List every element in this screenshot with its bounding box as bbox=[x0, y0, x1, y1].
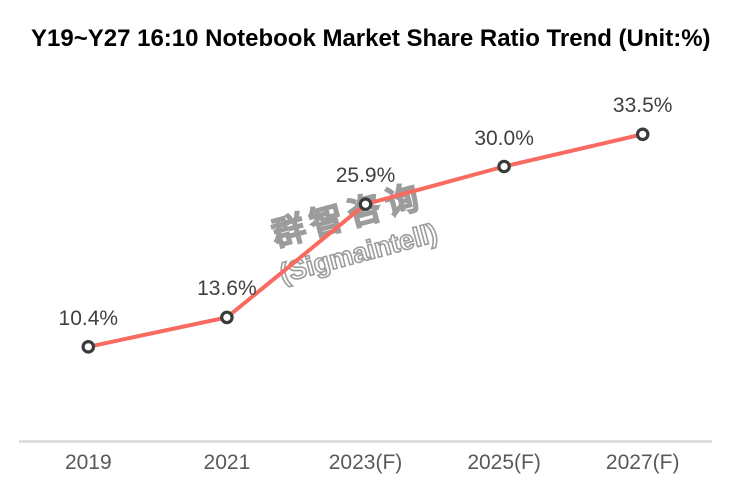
x-tick-label: 2019 bbox=[64, 451, 112, 474]
x-tick-label: 2025(F) bbox=[467, 451, 541, 474]
data-point-marker bbox=[358, 197, 373, 212]
chart-title: Y19~Y27 16:10 Notebook Market Share Rati… bbox=[31, 25, 711, 52]
data-point-marker bbox=[220, 310, 234, 325]
x-tick-label: 2027(F) bbox=[605, 451, 680, 474]
x-tick-label: 2021 bbox=[203, 451, 251, 474]
data-label: 10.4% bbox=[58, 306, 119, 330]
data-label: 33.5% bbox=[612, 94, 673, 118]
x-tick-label: 2023(F) bbox=[328, 451, 403, 474]
data-point-marker bbox=[635, 127, 650, 142]
data-label: 25.9% bbox=[335, 164, 396, 188]
data-label: 13.6% bbox=[197, 277, 257, 301]
data-label: 30.0% bbox=[474, 126, 534, 150]
data-point-marker bbox=[497, 159, 511, 174]
data-point-marker bbox=[81, 340, 96, 354]
